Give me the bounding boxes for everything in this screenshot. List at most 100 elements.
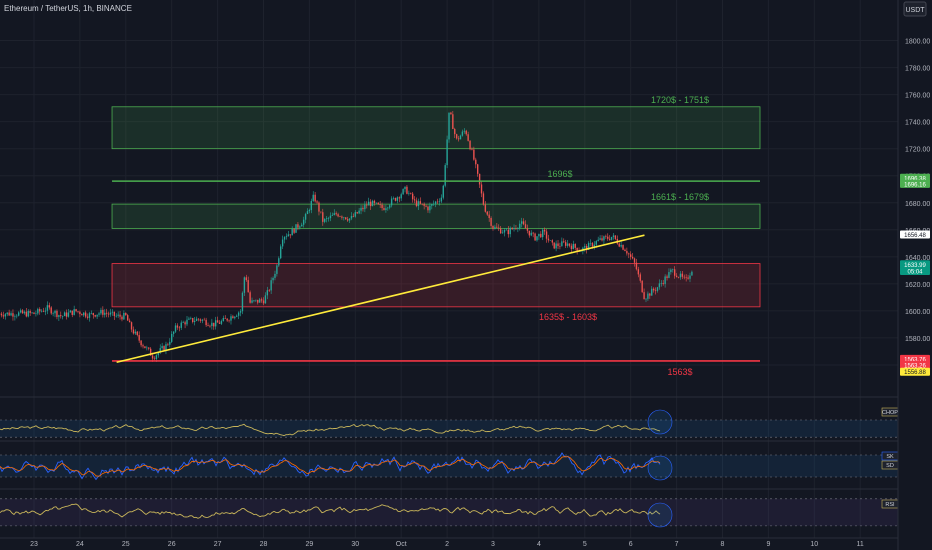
price-badge-text: 05:04 [907,270,923,276]
candle-body [345,217,347,220]
candle-body [52,313,54,314]
candle-body [647,293,649,299]
candle-body [186,319,188,325]
candle-body [84,312,87,317]
candle-body [268,290,270,291]
candle-body [325,218,328,220]
x-tick-label: 23 [30,541,38,548]
candle-body [169,341,171,345]
candle-body [601,238,603,241]
candle-body [71,310,73,315]
candle-body [155,355,158,360]
candle-body [146,347,148,349]
candle-body [390,198,393,206]
candle-body [410,193,412,194]
candle-body [188,318,190,320]
candle-body [406,186,408,194]
candle-body [454,128,456,135]
candle-body [245,277,247,281]
candle-body [111,311,114,313]
candle-body [65,312,68,317]
candle-body [29,311,31,313]
candle-body [107,313,110,315]
candle-body [425,205,427,207]
candle-body [207,325,209,326]
candle-body [293,228,295,233]
candle-body [201,319,203,321]
candle-body [608,238,611,240]
candle-body [314,194,316,202]
candle-body [197,318,200,320]
candle-body [148,347,150,349]
y-tick-label: 1760.00 [905,93,930,100]
candle-body [75,309,77,312]
candle-body [469,140,471,150]
candle-body [10,313,12,316]
y-tick-label: 1640.00 [905,255,930,262]
x-tick-label: 29 [306,541,314,548]
candle-body [237,312,240,316]
candle-body [312,194,314,201]
candle-body [343,217,345,218]
candle-body [67,312,70,317]
candle-body [622,245,624,250]
candle-body [519,223,521,229]
candle-body [677,277,680,278]
candle-body [404,186,406,190]
candle-body [536,236,538,241]
candle-body [105,312,108,314]
candle-body [360,207,362,211]
candle-body [610,236,613,240]
candle-body [599,238,601,240]
candle-body [681,273,684,277]
candle-body [4,314,7,317]
candlestick-series [0,111,693,362]
candle-body [335,213,337,215]
candle-body [113,311,116,317]
price-badge-text: 1696.16 [904,182,926,188]
candle-body [42,310,45,312]
price-zone-label: 1635$ - 1603$ [539,312,597,322]
candle-body [346,219,349,221]
candle-body [16,315,18,317]
candle-body [568,243,571,246]
candle-body [605,236,607,237]
candle-body [614,235,617,239]
candle-body [272,277,274,281]
currency-label[interactable]: USDT [905,7,925,14]
candle-body [58,315,60,317]
currency-button[interactable] [903,1,927,17]
candle-body [257,299,259,303]
candle-body [689,275,691,279]
candle-body [434,201,437,204]
candle-body [645,298,647,300]
x-tick-label: 24 [76,541,84,548]
price-badge-text: 1563.26 [904,363,926,369]
candle-body [136,331,138,336]
candle-body [163,346,165,351]
candle-body [498,227,500,229]
candle-body [436,201,439,203]
indicator-tag: SK [886,454,894,460]
candle-body [19,310,22,313]
candle-body [339,216,341,217]
highlight-circle [647,455,673,481]
candle-body [620,245,622,247]
candle-body [151,355,154,359]
candle-body [297,224,299,228]
candle-body [25,311,28,317]
indicator-line [0,503,661,519]
candle-body [184,322,186,325]
candle-body [413,199,416,201]
y-tick-label: 1780.00 [905,66,930,73]
symbol-title: Ethereum / TetherUS, 1h, BINANCE [4,4,132,13]
candle-body [429,205,431,211]
candle-body [465,130,467,135]
candle-body [383,208,385,210]
candle-body [278,258,280,266]
candle-body [450,112,452,115]
candle-body [417,201,420,207]
candle-body [448,112,450,140]
candle-body [367,201,370,206]
